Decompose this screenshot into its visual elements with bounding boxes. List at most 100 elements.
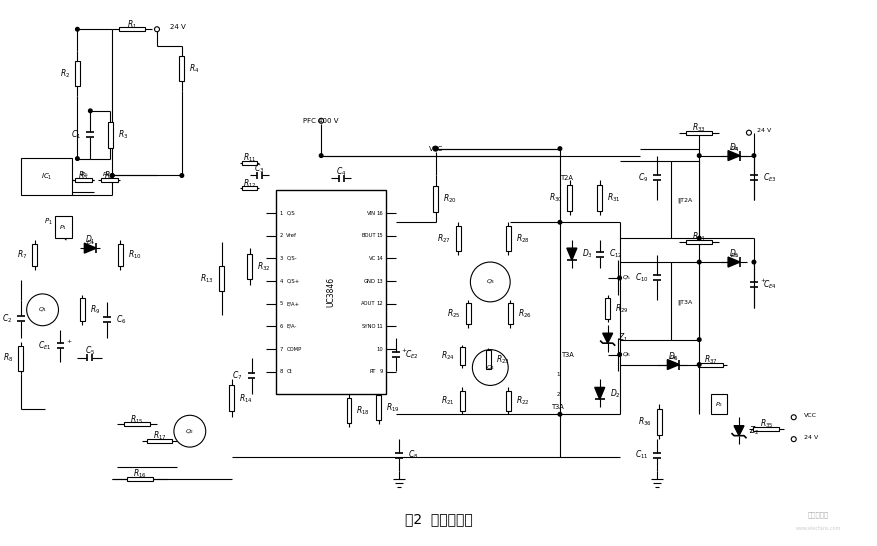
- Text: 24 V: 24 V: [803, 435, 818, 440]
- Bar: [75, 179, 92, 182]
- Text: $R_{11}$: $R_{11}$: [243, 151, 256, 164]
- Text: $R_{12}$: $R_{12}$: [243, 177, 256, 189]
- Bar: [242, 161, 257, 164]
- Circle shape: [75, 27, 79, 31]
- Text: Ct: Ct: [286, 369, 292, 374]
- Circle shape: [111, 174, 114, 177]
- Text: $R_{21}$: $R_{21}$: [441, 395, 455, 407]
- Text: $Q_5$: $Q_5$: [622, 274, 631, 282]
- Bar: [657, 409, 662, 435]
- Bar: [219, 265, 225, 292]
- Circle shape: [154, 27, 160, 32]
- Bar: [346, 399, 352, 423]
- Text: E/A+: E/A+: [286, 301, 299, 306]
- Text: $R_{30}$: $R_{30}$: [549, 192, 562, 204]
- Text: 12: 12: [376, 301, 383, 306]
- Text: $R_{13}$: $R_{13}$: [201, 272, 214, 284]
- Bar: [672, 262, 699, 340]
- Circle shape: [433, 146, 438, 151]
- Text: $C_{11}$: $C_{11}$: [635, 449, 648, 461]
- Circle shape: [319, 154, 323, 157]
- Text: $C_3$: $C_3$: [254, 163, 265, 175]
- Bar: [126, 477, 153, 481]
- Polygon shape: [567, 248, 577, 260]
- Text: $R_{14}$: $R_{14}$: [239, 392, 253, 405]
- Text: $R_3$: $R_3$: [118, 128, 128, 141]
- Bar: [146, 439, 173, 443]
- Text: $C_5$: $C_5$: [85, 345, 95, 357]
- Bar: [687, 130, 712, 135]
- Text: $R_{25}$: $R_{25}$: [447, 307, 461, 320]
- Text: 14: 14: [376, 256, 383, 261]
- Text: $P_2$: $P_2$: [715, 400, 724, 409]
- Bar: [108, 122, 113, 147]
- Circle shape: [558, 147, 562, 151]
- Text: $R_6$: $R_6$: [104, 169, 114, 182]
- Text: C/S+: C/S+: [286, 278, 300, 283]
- Bar: [506, 390, 510, 411]
- Circle shape: [180, 174, 183, 177]
- Circle shape: [697, 363, 701, 366]
- Text: $P_1$: $P_1$: [60, 223, 68, 232]
- Text: VC: VC: [368, 256, 376, 261]
- Text: 图2  应用电路图: 图2 应用电路图: [404, 512, 473, 526]
- Bar: [247, 253, 252, 280]
- Text: $R_{22}$: $R_{22}$: [516, 395, 529, 407]
- Bar: [506, 226, 510, 251]
- Circle shape: [617, 276, 622, 280]
- Text: GND: GND: [364, 278, 376, 283]
- Text: $R_9$: $R_9$: [89, 304, 100, 316]
- Text: $C_7$: $C_7$: [232, 370, 243, 382]
- Text: $R_{28}$: $R_{28}$: [516, 233, 530, 245]
- Text: $R_5$: $R_5$: [80, 170, 89, 179]
- Text: $R_{31}$: $R_{31}$: [607, 192, 621, 204]
- Text: 7: 7: [280, 347, 282, 352]
- Text: $C_{E3}$: $C_{E3}$: [763, 172, 777, 184]
- Text: UC3846: UC3846: [326, 277, 336, 307]
- Text: $C_8$: $C_8$: [408, 449, 418, 461]
- Text: $C_{10}$: $C_{10}$: [635, 271, 648, 284]
- Text: $D_4$: $D_4$: [729, 141, 739, 154]
- Text: VCC: VCC: [429, 146, 443, 152]
- Text: $R_{16}$: $R_{16}$: [132, 468, 146, 480]
- Bar: [119, 27, 145, 31]
- Text: $C_4$: $C_4$: [336, 166, 346, 178]
- Polygon shape: [728, 257, 740, 267]
- Circle shape: [111, 174, 114, 177]
- Bar: [242, 186, 257, 191]
- Polygon shape: [667, 360, 680, 370]
- Circle shape: [558, 221, 562, 224]
- Text: $D_6$: $D_6$: [669, 353, 678, 362]
- Circle shape: [473, 349, 508, 385]
- Bar: [605, 298, 610, 318]
- Text: $P_1$: $P_1$: [44, 217, 53, 227]
- Bar: [460, 347, 465, 365]
- Polygon shape: [734, 426, 744, 436]
- Text: 9: 9: [380, 369, 383, 374]
- Bar: [75, 61, 80, 86]
- Text: $R_{19}$: $R_{19}$: [386, 401, 400, 414]
- Polygon shape: [602, 333, 613, 343]
- Bar: [54, 216, 73, 238]
- Circle shape: [791, 437, 796, 442]
- Bar: [687, 240, 712, 244]
- Text: $C_1$: $C_1$: [71, 128, 82, 141]
- Polygon shape: [728, 151, 740, 161]
- Text: C/S-: C/S-: [286, 256, 297, 261]
- Bar: [80, 299, 85, 321]
- Text: ‖T2A: ‖T2A: [678, 198, 693, 203]
- Bar: [21, 158, 73, 195]
- Text: +: +: [67, 339, 72, 343]
- Text: AOUT: AOUT: [361, 301, 376, 306]
- Bar: [118, 244, 123, 266]
- Text: $R_4$: $R_4$: [189, 62, 200, 75]
- Text: COMP: COMP: [286, 347, 302, 352]
- Text: +: +: [402, 348, 407, 353]
- Text: E/A-: E/A-: [286, 324, 296, 329]
- Text: $C_9$: $C_9$: [638, 172, 648, 184]
- Text: $D_1$: $D_1$: [85, 234, 96, 246]
- Text: VIN: VIN: [367, 211, 376, 216]
- Bar: [460, 390, 465, 411]
- Polygon shape: [84, 243, 96, 253]
- Text: $Q_2$: $Q_2$: [185, 427, 195, 436]
